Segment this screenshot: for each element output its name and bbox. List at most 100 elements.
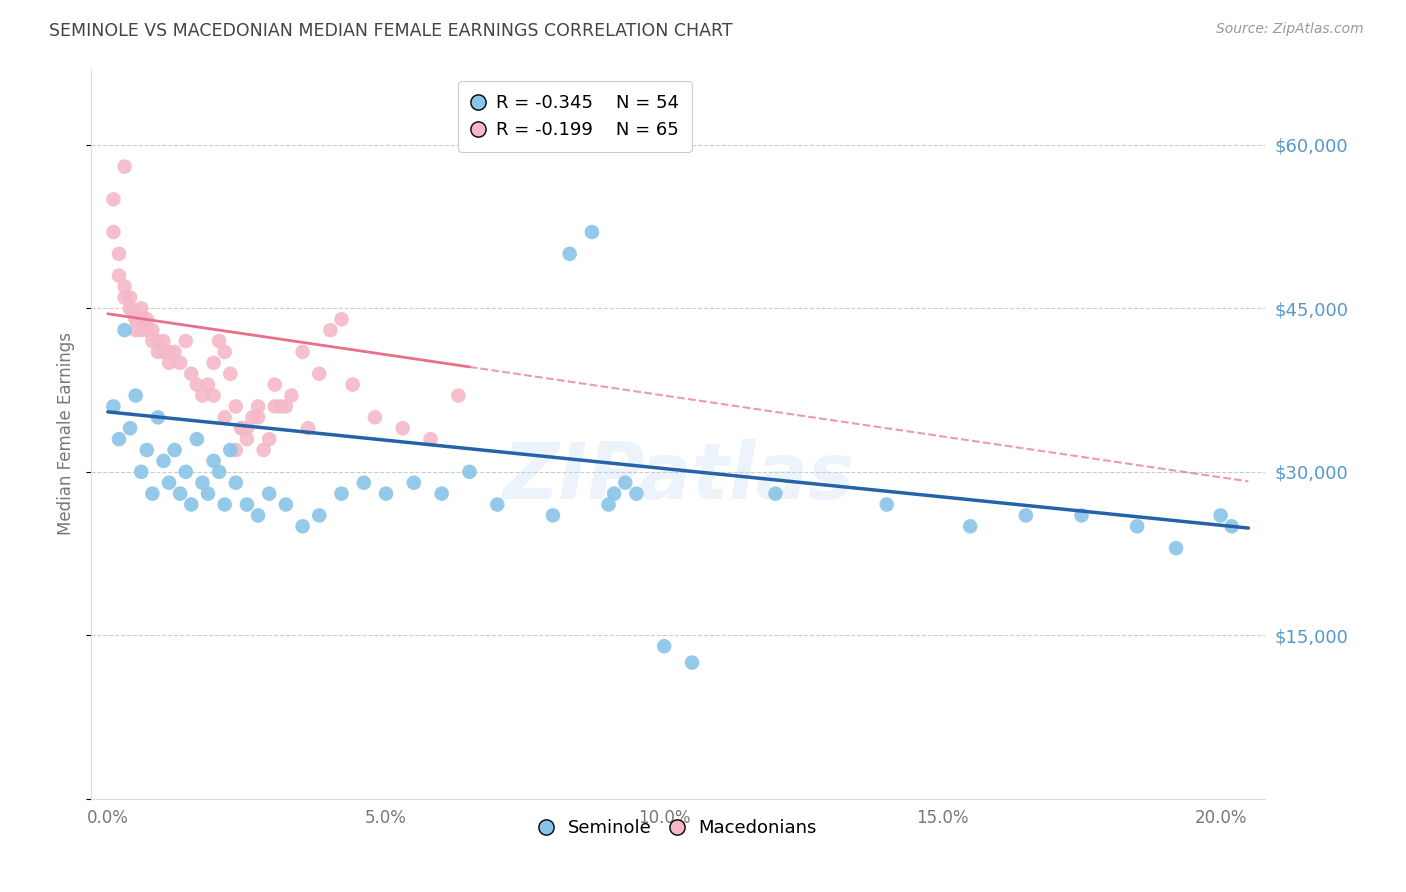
Point bbox=[308, 367, 330, 381]
Point bbox=[297, 421, 319, 435]
Point bbox=[135, 312, 157, 326]
Point bbox=[202, 454, 225, 468]
Point bbox=[280, 388, 302, 402]
Point bbox=[247, 410, 270, 425]
Point bbox=[231, 421, 253, 435]
Point bbox=[1164, 541, 1187, 555]
Point bbox=[157, 345, 180, 359]
Point bbox=[120, 421, 142, 435]
Point bbox=[152, 334, 174, 348]
Point bbox=[330, 486, 353, 500]
Point bbox=[108, 268, 131, 283]
Point bbox=[103, 400, 125, 414]
Point bbox=[1220, 519, 1243, 533]
Point bbox=[257, 432, 280, 446]
Point bbox=[120, 301, 142, 316]
Point bbox=[257, 486, 280, 500]
Point bbox=[598, 498, 620, 512]
Point bbox=[114, 279, 136, 293]
Point bbox=[1209, 508, 1232, 523]
Point bbox=[1070, 508, 1092, 523]
Point bbox=[163, 345, 186, 359]
Point bbox=[202, 388, 225, 402]
Point bbox=[169, 356, 191, 370]
Point bbox=[135, 323, 157, 337]
Point bbox=[225, 443, 247, 458]
Point bbox=[1015, 508, 1038, 523]
Point bbox=[447, 388, 470, 402]
Point bbox=[208, 334, 231, 348]
Point bbox=[114, 290, 136, 304]
Point bbox=[375, 486, 398, 500]
Point bbox=[681, 656, 703, 670]
Point bbox=[129, 465, 152, 479]
Point bbox=[391, 421, 413, 435]
Point bbox=[291, 519, 314, 533]
Point bbox=[263, 377, 285, 392]
Point bbox=[308, 508, 330, 523]
Point bbox=[236, 498, 259, 512]
Point bbox=[330, 312, 353, 326]
Point bbox=[652, 639, 675, 653]
Point bbox=[141, 334, 163, 348]
Point bbox=[135, 443, 157, 458]
Point bbox=[247, 400, 270, 414]
Point bbox=[191, 388, 214, 402]
Point bbox=[876, 498, 898, 512]
Point bbox=[263, 400, 285, 414]
Point bbox=[141, 323, 163, 337]
Point bbox=[197, 486, 219, 500]
Point bbox=[124, 312, 146, 326]
Point bbox=[291, 345, 314, 359]
Point bbox=[1126, 519, 1149, 533]
Point bbox=[353, 475, 375, 490]
Point bbox=[402, 475, 425, 490]
Point bbox=[124, 323, 146, 337]
Point bbox=[114, 323, 136, 337]
Point bbox=[253, 443, 276, 458]
Point bbox=[103, 225, 125, 239]
Legend: Seminole, Macedonians: Seminole, Macedonians bbox=[531, 812, 824, 845]
Point bbox=[141, 486, 163, 500]
Point bbox=[430, 486, 453, 500]
Text: ZIPatlas: ZIPatlas bbox=[502, 440, 855, 516]
Point bbox=[274, 498, 297, 512]
Point bbox=[219, 443, 242, 458]
Point bbox=[342, 377, 364, 392]
Point bbox=[120, 301, 142, 316]
Point bbox=[186, 377, 208, 392]
Point bbox=[152, 454, 174, 468]
Point bbox=[129, 301, 152, 316]
Point bbox=[626, 486, 648, 500]
Point bbox=[202, 356, 225, 370]
Point bbox=[319, 323, 342, 337]
Point bbox=[124, 312, 146, 326]
Point bbox=[208, 465, 231, 479]
Point bbox=[581, 225, 603, 239]
Point bbox=[108, 432, 131, 446]
Point bbox=[225, 475, 247, 490]
Point bbox=[242, 410, 264, 425]
Point bbox=[364, 410, 387, 425]
Text: SEMINOLE VS MACEDONIAN MEDIAN FEMALE EARNINGS CORRELATION CHART: SEMINOLE VS MACEDONIAN MEDIAN FEMALE EAR… bbox=[49, 22, 733, 40]
Point bbox=[214, 345, 236, 359]
Point bbox=[191, 475, 214, 490]
Point bbox=[214, 498, 236, 512]
Point bbox=[603, 486, 626, 500]
Point bbox=[558, 247, 581, 261]
Point bbox=[274, 400, 297, 414]
Point bbox=[236, 432, 259, 446]
Point bbox=[458, 465, 481, 479]
Point bbox=[163, 443, 186, 458]
Point bbox=[214, 410, 236, 425]
Point bbox=[541, 508, 564, 523]
Point bbox=[146, 410, 169, 425]
Point bbox=[114, 160, 136, 174]
Point bbox=[231, 421, 253, 435]
Point bbox=[225, 400, 247, 414]
Point bbox=[152, 345, 174, 359]
Point bbox=[959, 519, 981, 533]
Point bbox=[614, 475, 637, 490]
Point bbox=[180, 367, 202, 381]
Point bbox=[174, 465, 197, 479]
